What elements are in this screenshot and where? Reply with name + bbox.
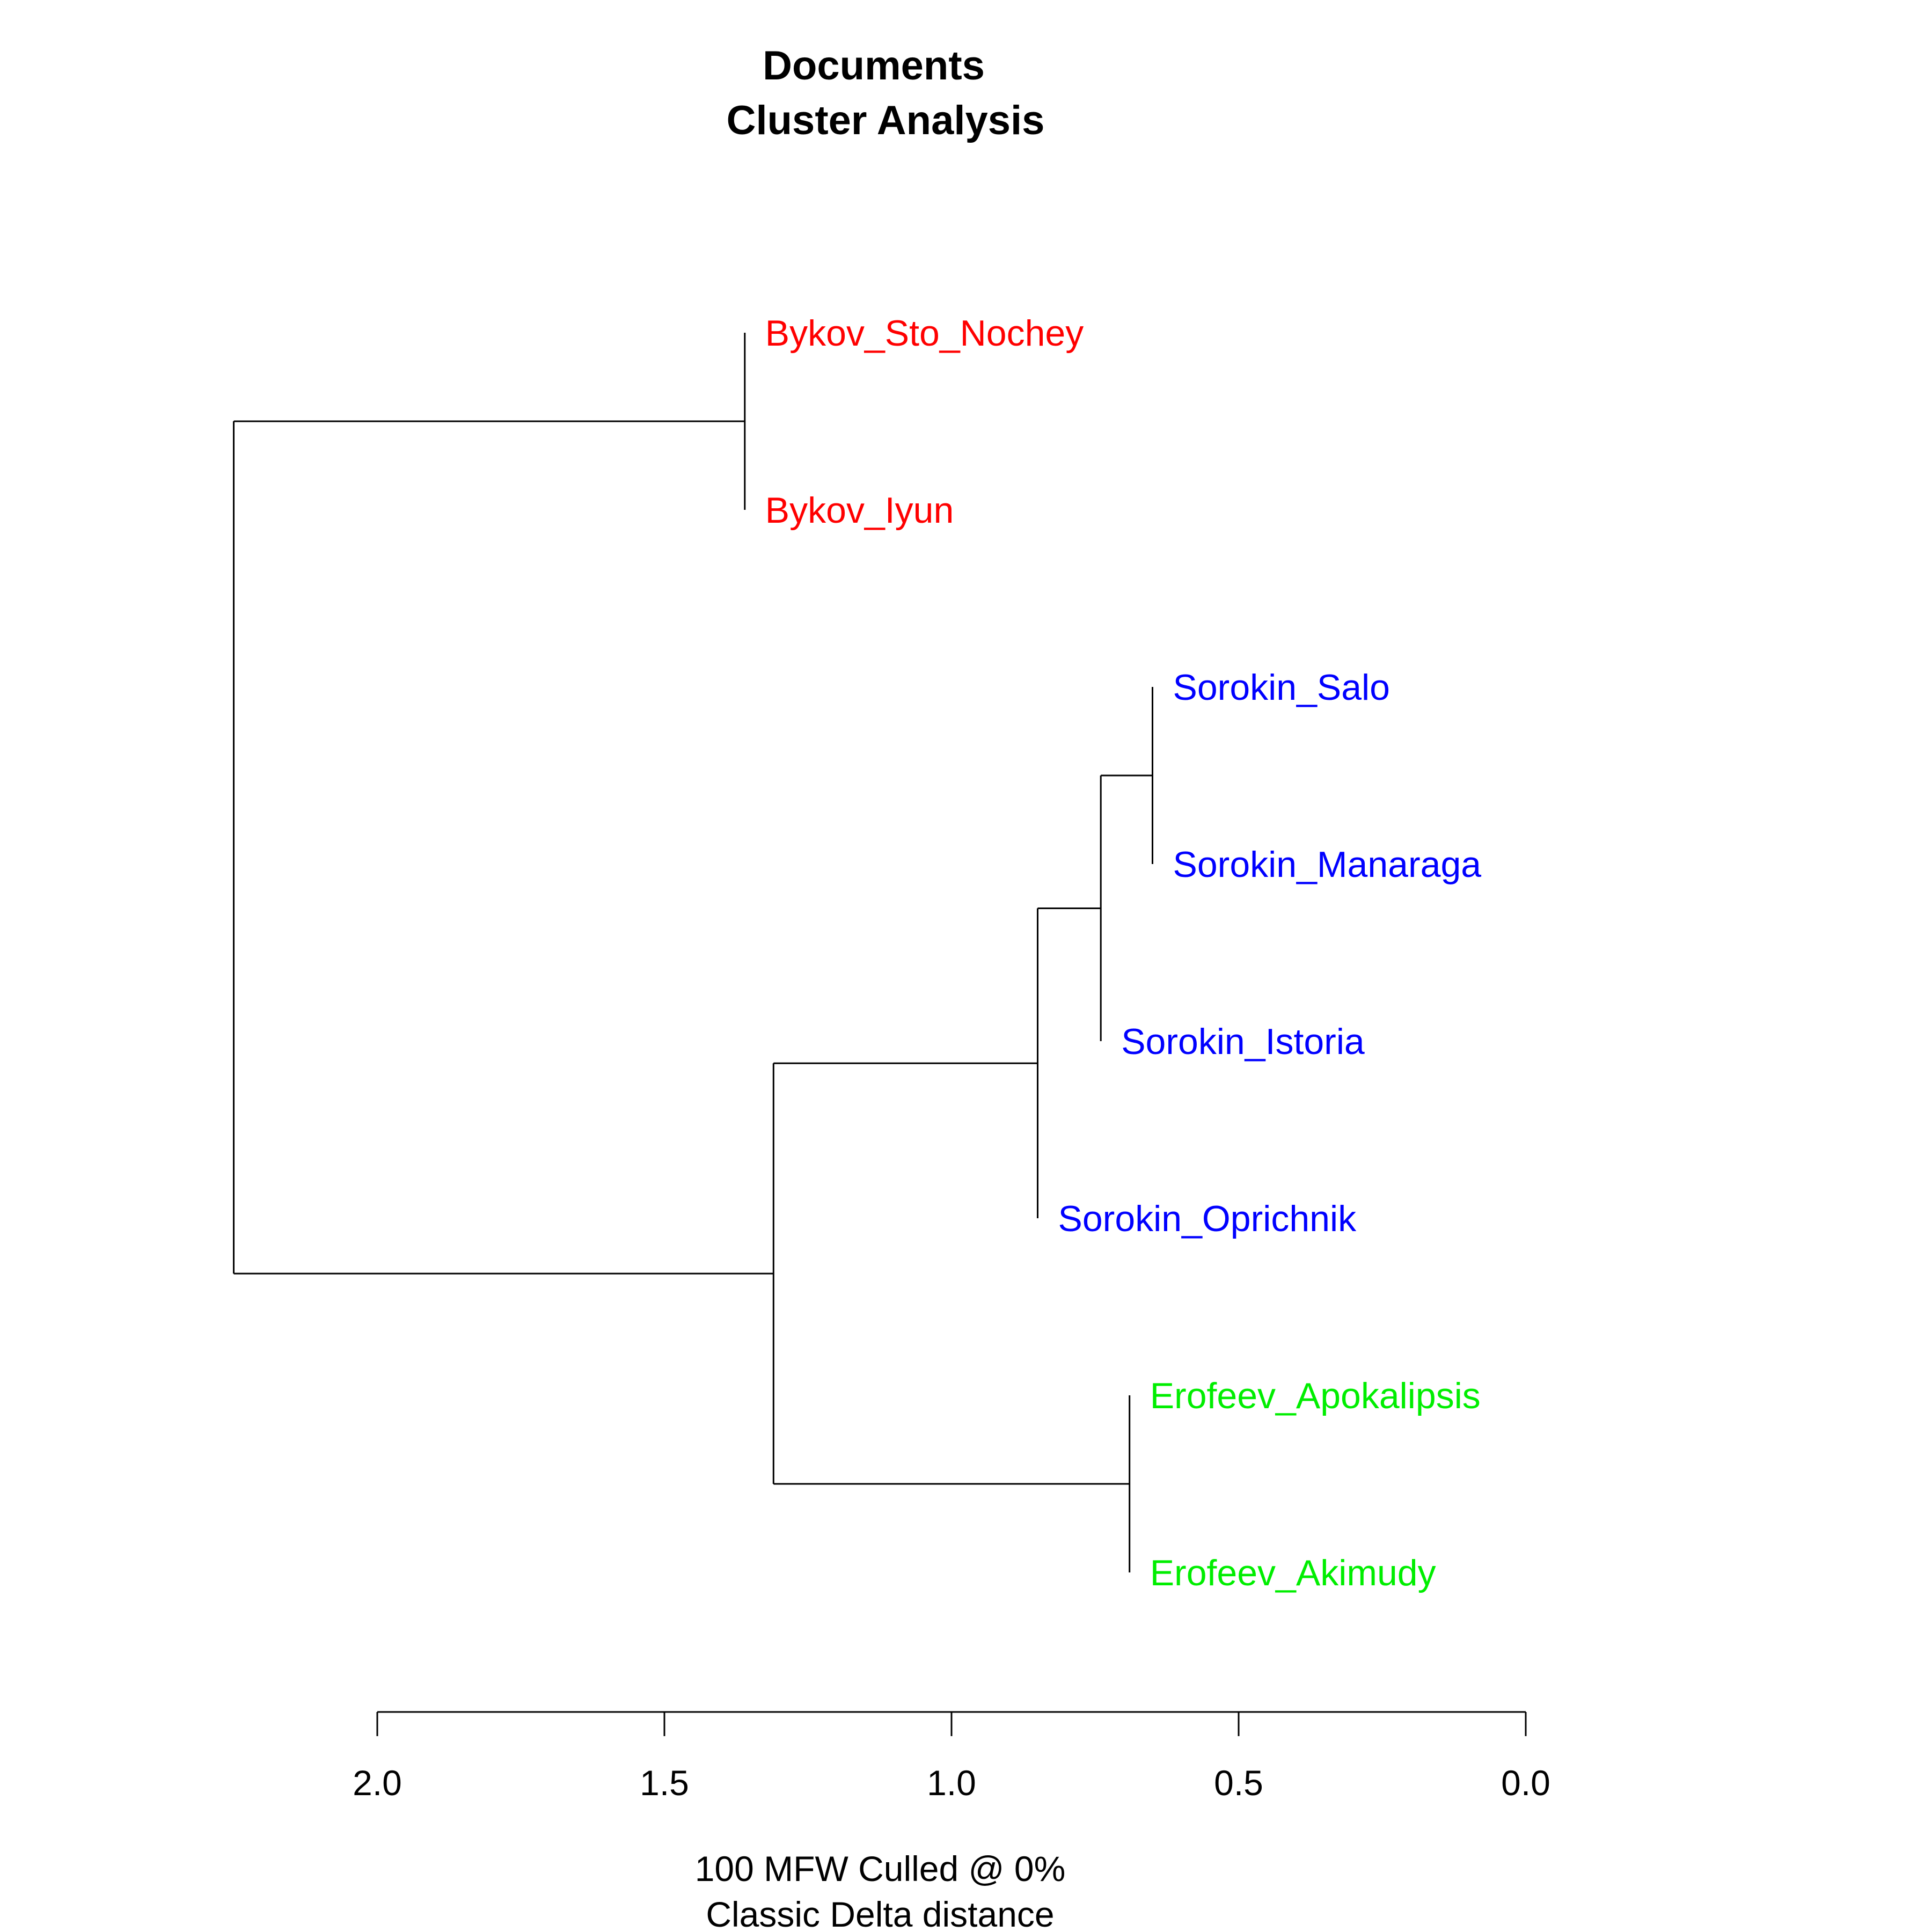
x-axis-title-line-2: Classic Delta distance bbox=[706, 1894, 1054, 1932]
chart-title-line-2: Cluster Analysis bbox=[727, 98, 1045, 143]
x-tick-label-2.0: 2.0 bbox=[353, 1763, 402, 1803]
leaf-label-erofeev-akimudy: Erofeev_Akimudy bbox=[1150, 1553, 1436, 1593]
leaf-label-sorokin-oprichnik: Sorokin_Oprichnik bbox=[1058, 1198, 1357, 1239]
leaf-label-bykov-iyun: Bykov_Iyun bbox=[765, 490, 954, 531]
x-axis-title: 100 MFW Culled @ 0% Classic Delta distan… bbox=[695, 1849, 1066, 1932]
x-tick-label-1.0: 1.0 bbox=[927, 1763, 976, 1803]
x-tick-label-0.5: 0.5 bbox=[1214, 1763, 1263, 1803]
x-axis: 2.0 1.5 1.0 0.5 0.0 bbox=[353, 1711, 1550, 1803]
x-axis-title-line-1: 100 MFW Culled @ 0% bbox=[695, 1849, 1066, 1889]
x-tick-label-0.0: 0.0 bbox=[1501, 1763, 1550, 1803]
leaf-label-sorokin-manaraga: Sorokin_Manaraga bbox=[1173, 844, 1482, 885]
leaf-label-bykov-sto-nochey: Bykov_Sto_Nochey bbox=[765, 313, 1084, 354]
dendrogram-branches bbox=[233, 333, 1153, 1572]
leaf-label-erofeev-apokalipsis: Erofeev_Apokalipsis bbox=[1150, 1375, 1481, 1416]
chart-title-line-1: Documents bbox=[763, 43, 985, 89]
x-tick-label-1.5: 1.5 bbox=[640, 1763, 689, 1803]
chart-title: Documents Cluster Analysis bbox=[727, 43, 1045, 143]
leaf-labels: Bykov_Sto_Nochey Bykov_Iyun Sorokin_Salo So… bbox=[765, 313, 1481, 1593]
leaf-label-sorokin-salo: Sorokin_Salo bbox=[1173, 667, 1390, 708]
leaf-label-sorokin-istoria: Sorokin_Istoria bbox=[1121, 1021, 1365, 1062]
